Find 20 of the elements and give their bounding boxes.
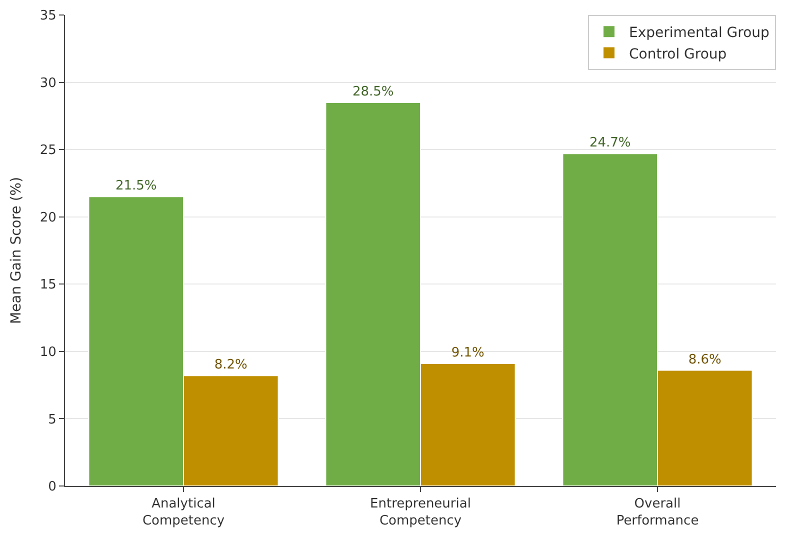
y-tick-label: 5 [48,412,56,428]
data-label: 21.5% [115,178,157,194]
y-tick-label: 35 [40,8,56,24]
data-label: 9.1% [451,346,484,361]
y-tick-label: 25 [40,143,56,158]
y-tick-label: 30 [40,76,56,91]
y-tick-label: 10 [40,344,56,360]
y-axis-title: Mean Gain Score (%) [8,176,24,324]
data-label: 28.5% [352,84,394,100]
data-label: 8.2% [214,358,248,373]
x-tick-label: Overall Performance [616,496,699,528]
x-tick-label: Analytical Competency [142,496,225,528]
y-tick-label: 15 [40,278,56,293]
data-label: 8.6% [688,352,722,368]
x-tick-label: Entrepreneurial Competency [370,496,471,528]
legend-label: Experimental Group [629,25,770,42]
y-tick-label: 20 [40,210,56,226]
data-label: 24.7% [589,136,631,151]
y-tick-label: 0 [48,480,56,495]
legend-label: Control Group [629,46,727,62]
